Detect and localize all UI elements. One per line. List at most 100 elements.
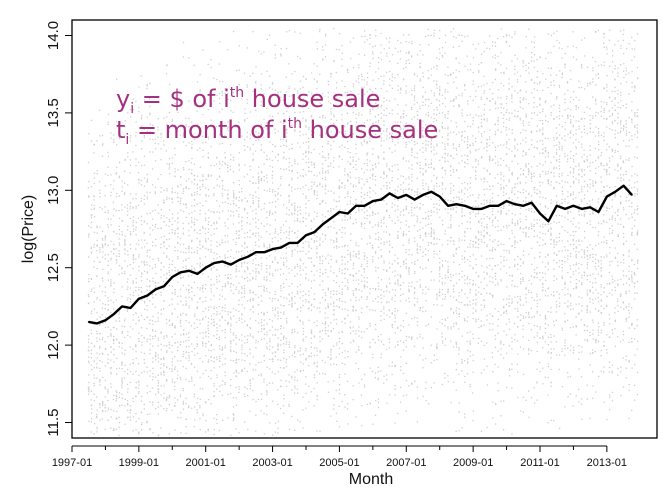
sale-point	[111, 367, 112, 368]
sale-point	[339, 393, 340, 394]
sale-point	[155, 191, 156, 192]
sale-point	[135, 323, 136, 324]
sale-point	[341, 45, 342, 46]
sale-point	[311, 238, 312, 239]
sale-point	[328, 254, 329, 255]
sale-point	[431, 231, 432, 232]
sale-point	[403, 282, 404, 283]
sale-point	[144, 371, 145, 372]
sale-point	[147, 392, 148, 393]
sale-point	[280, 318, 281, 319]
sale-point	[266, 258, 267, 259]
sale-point	[383, 376, 384, 377]
sale-point	[149, 349, 150, 350]
sale-point	[272, 82, 273, 83]
sale-point	[383, 217, 384, 218]
sale-point	[157, 312, 158, 313]
sale-point	[252, 278, 253, 279]
sale-point	[138, 180, 139, 181]
sale-point	[275, 423, 276, 424]
sale-point	[269, 158, 270, 159]
sale-point	[383, 269, 384, 270]
sale-point	[182, 313, 183, 314]
sale-point	[107, 392, 108, 393]
sale-point	[297, 251, 298, 252]
sale-point	[135, 198, 136, 199]
sale-point	[358, 254, 359, 255]
sale-point	[275, 270, 276, 271]
sale-point	[358, 382, 359, 383]
sale-point	[300, 268, 301, 269]
sale-point	[183, 356, 184, 357]
sale-point	[227, 274, 228, 275]
sale-point	[405, 104, 406, 105]
sale-point	[230, 325, 231, 326]
sale-point	[330, 255, 331, 256]
sale-point	[169, 272, 170, 273]
sale-point	[235, 242, 236, 243]
sale-point	[191, 408, 192, 409]
sale-point	[208, 309, 209, 310]
sale-point	[124, 271, 125, 272]
sale-point	[341, 331, 342, 332]
sale-point	[219, 41, 220, 42]
sale-point	[283, 224, 284, 225]
sale-point	[108, 122, 109, 123]
sale-point	[269, 234, 270, 235]
sale-point	[149, 343, 150, 344]
sale-point	[434, 186, 435, 187]
sale-point	[389, 342, 390, 343]
sale-point	[119, 321, 120, 322]
sale-point	[227, 311, 228, 312]
sale-point	[361, 144, 362, 145]
sale-point	[356, 148, 357, 149]
sale-point	[417, 207, 418, 208]
sale-point	[341, 187, 342, 188]
sale-point	[130, 301, 131, 302]
sale-point	[392, 88, 393, 89]
sale-point	[361, 290, 362, 291]
sale-point	[294, 393, 295, 394]
sale-point	[93, 287, 94, 288]
sale-point	[91, 418, 92, 419]
sale-point	[414, 207, 415, 208]
sale-point	[333, 303, 334, 304]
sale-point	[403, 214, 404, 215]
sale-point	[378, 57, 379, 58]
sale-point	[244, 255, 245, 256]
sale-point	[149, 335, 150, 336]
sale-point	[278, 240, 279, 241]
sale-point	[96, 227, 97, 228]
sale-point	[88, 234, 89, 235]
sale-point	[292, 303, 293, 304]
sale-point	[186, 315, 187, 316]
sale-point	[269, 76, 270, 77]
sale-point	[394, 150, 395, 151]
sale-point	[322, 323, 323, 324]
sale-point	[367, 153, 368, 154]
sale-point	[378, 371, 379, 372]
sale-point	[305, 241, 306, 242]
sale-point	[241, 349, 242, 350]
sale-point	[375, 372, 376, 373]
sale-point	[249, 327, 250, 328]
sale-point	[163, 281, 164, 282]
sale-point	[163, 358, 164, 359]
sale-point	[163, 336, 164, 337]
sale-point	[147, 309, 148, 310]
sale-point	[222, 161, 223, 162]
sale-point	[263, 313, 264, 314]
sale-point	[110, 138, 111, 139]
sale-point	[180, 184, 181, 185]
sale-point	[244, 247, 245, 248]
sale-point	[353, 275, 354, 276]
sale-point	[353, 310, 354, 311]
sale-point	[383, 83, 384, 84]
sale-point	[286, 31, 287, 32]
sale-point	[233, 182, 234, 183]
sale-point	[253, 306, 254, 307]
sale-point	[389, 244, 390, 245]
sale-point	[158, 413, 159, 414]
sale-point	[99, 227, 100, 228]
sale-point	[175, 325, 176, 326]
